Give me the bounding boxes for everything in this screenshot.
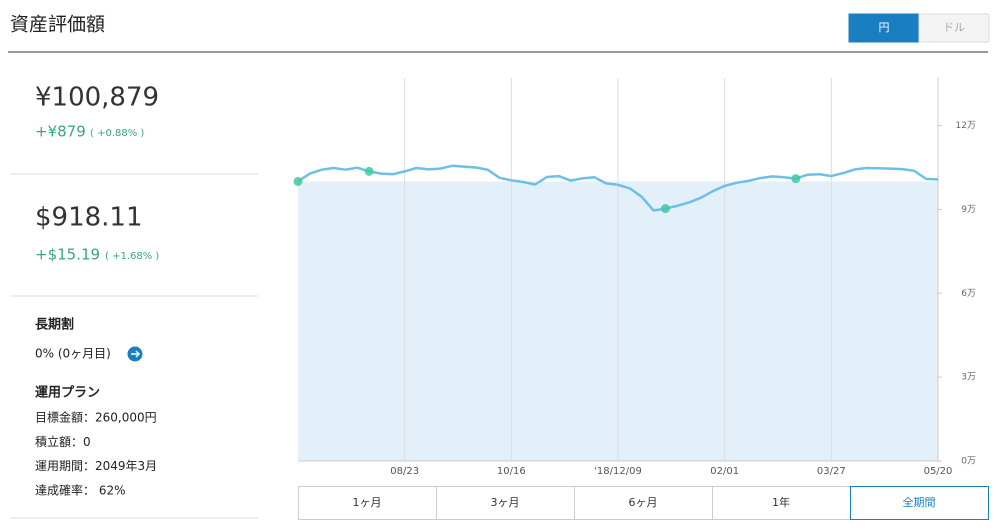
range-button[interactable] <box>850 486 989 520</box>
plan-item: 積立額：0 <box>35 434 91 449</box>
event-marker <box>293 176 303 186</box>
event-marker <box>791 174 801 184</box>
range-label: 6ヶ月 <box>629 496 658 509</box>
plan-item: 目標金額：260,000円 <box>35 410 157 425</box>
usd-change: +$15.19 <box>35 246 100 264</box>
currency-button[interactable] <box>848 13 920 43</box>
page-title: 資産評価額 <box>10 14 105 36</box>
info-link[interactable] <box>127 346 143 362</box>
range-label: 全期間 <box>903 495 936 509</box>
jpy-change-pct: ( +0.88% ) <box>90 128 144 139</box>
y-tick-label: 0万 <box>961 457 976 467</box>
range-label: 1ヶ月 <box>353 496 382 509</box>
usd-value: $918.11 <box>35 203 143 233</box>
event-marker <box>364 166 374 176</box>
series-line <box>297 164 939 212</box>
x-tick-label: 08/23 <box>390 466 419 477</box>
x-tick-label: 10/16 <box>497 466 526 477</box>
x-tick-label: 03/27 <box>817 466 846 477</box>
plan-item: 運用期間：2049年3月 <box>35 459 157 473</box>
jpy-value: ¥100,879 <box>35 83 159 113</box>
jpy-change: +¥879 <box>35 123 86 141</box>
event-marker <box>660 204 670 214</box>
currency-label: 円 <box>879 21 890 34</box>
long-term-value: 0% (0ヶ月目) <box>35 347 111 361</box>
usd-change-pct: ( +1.68% ) <box>105 251 159 262</box>
x-tick-label: '18/12/09 <box>594 466 642 477</box>
range-button[interactable] <box>436 486 575 520</box>
range-label: 3ヶ月 <box>491 496 520 509</box>
range-button[interactable] <box>712 486 851 520</box>
y-tick-label: 9万 <box>961 205 976 215</box>
currency-label: ドル <box>943 21 965 34</box>
y-tick-label: 12万 <box>956 121 976 131</box>
range-label: 1年 <box>772 495 790 509</box>
currency-button[interactable] <box>918 13 990 43</box>
plan-item: 達成確率： 62% <box>35 482 126 497</box>
x-tick-label: 05/20 <box>924 466 953 477</box>
y-tick-label: 6万 <box>961 289 976 299</box>
long-term-title: 長期割 <box>35 317 74 333</box>
x-tick-label: 02/01 <box>710 466 739 477</box>
range-button[interactable] <box>574 486 713 520</box>
y-tick-label: 3万 <box>961 373 976 383</box>
plan-title: 運用プラン <box>35 386 100 401</box>
